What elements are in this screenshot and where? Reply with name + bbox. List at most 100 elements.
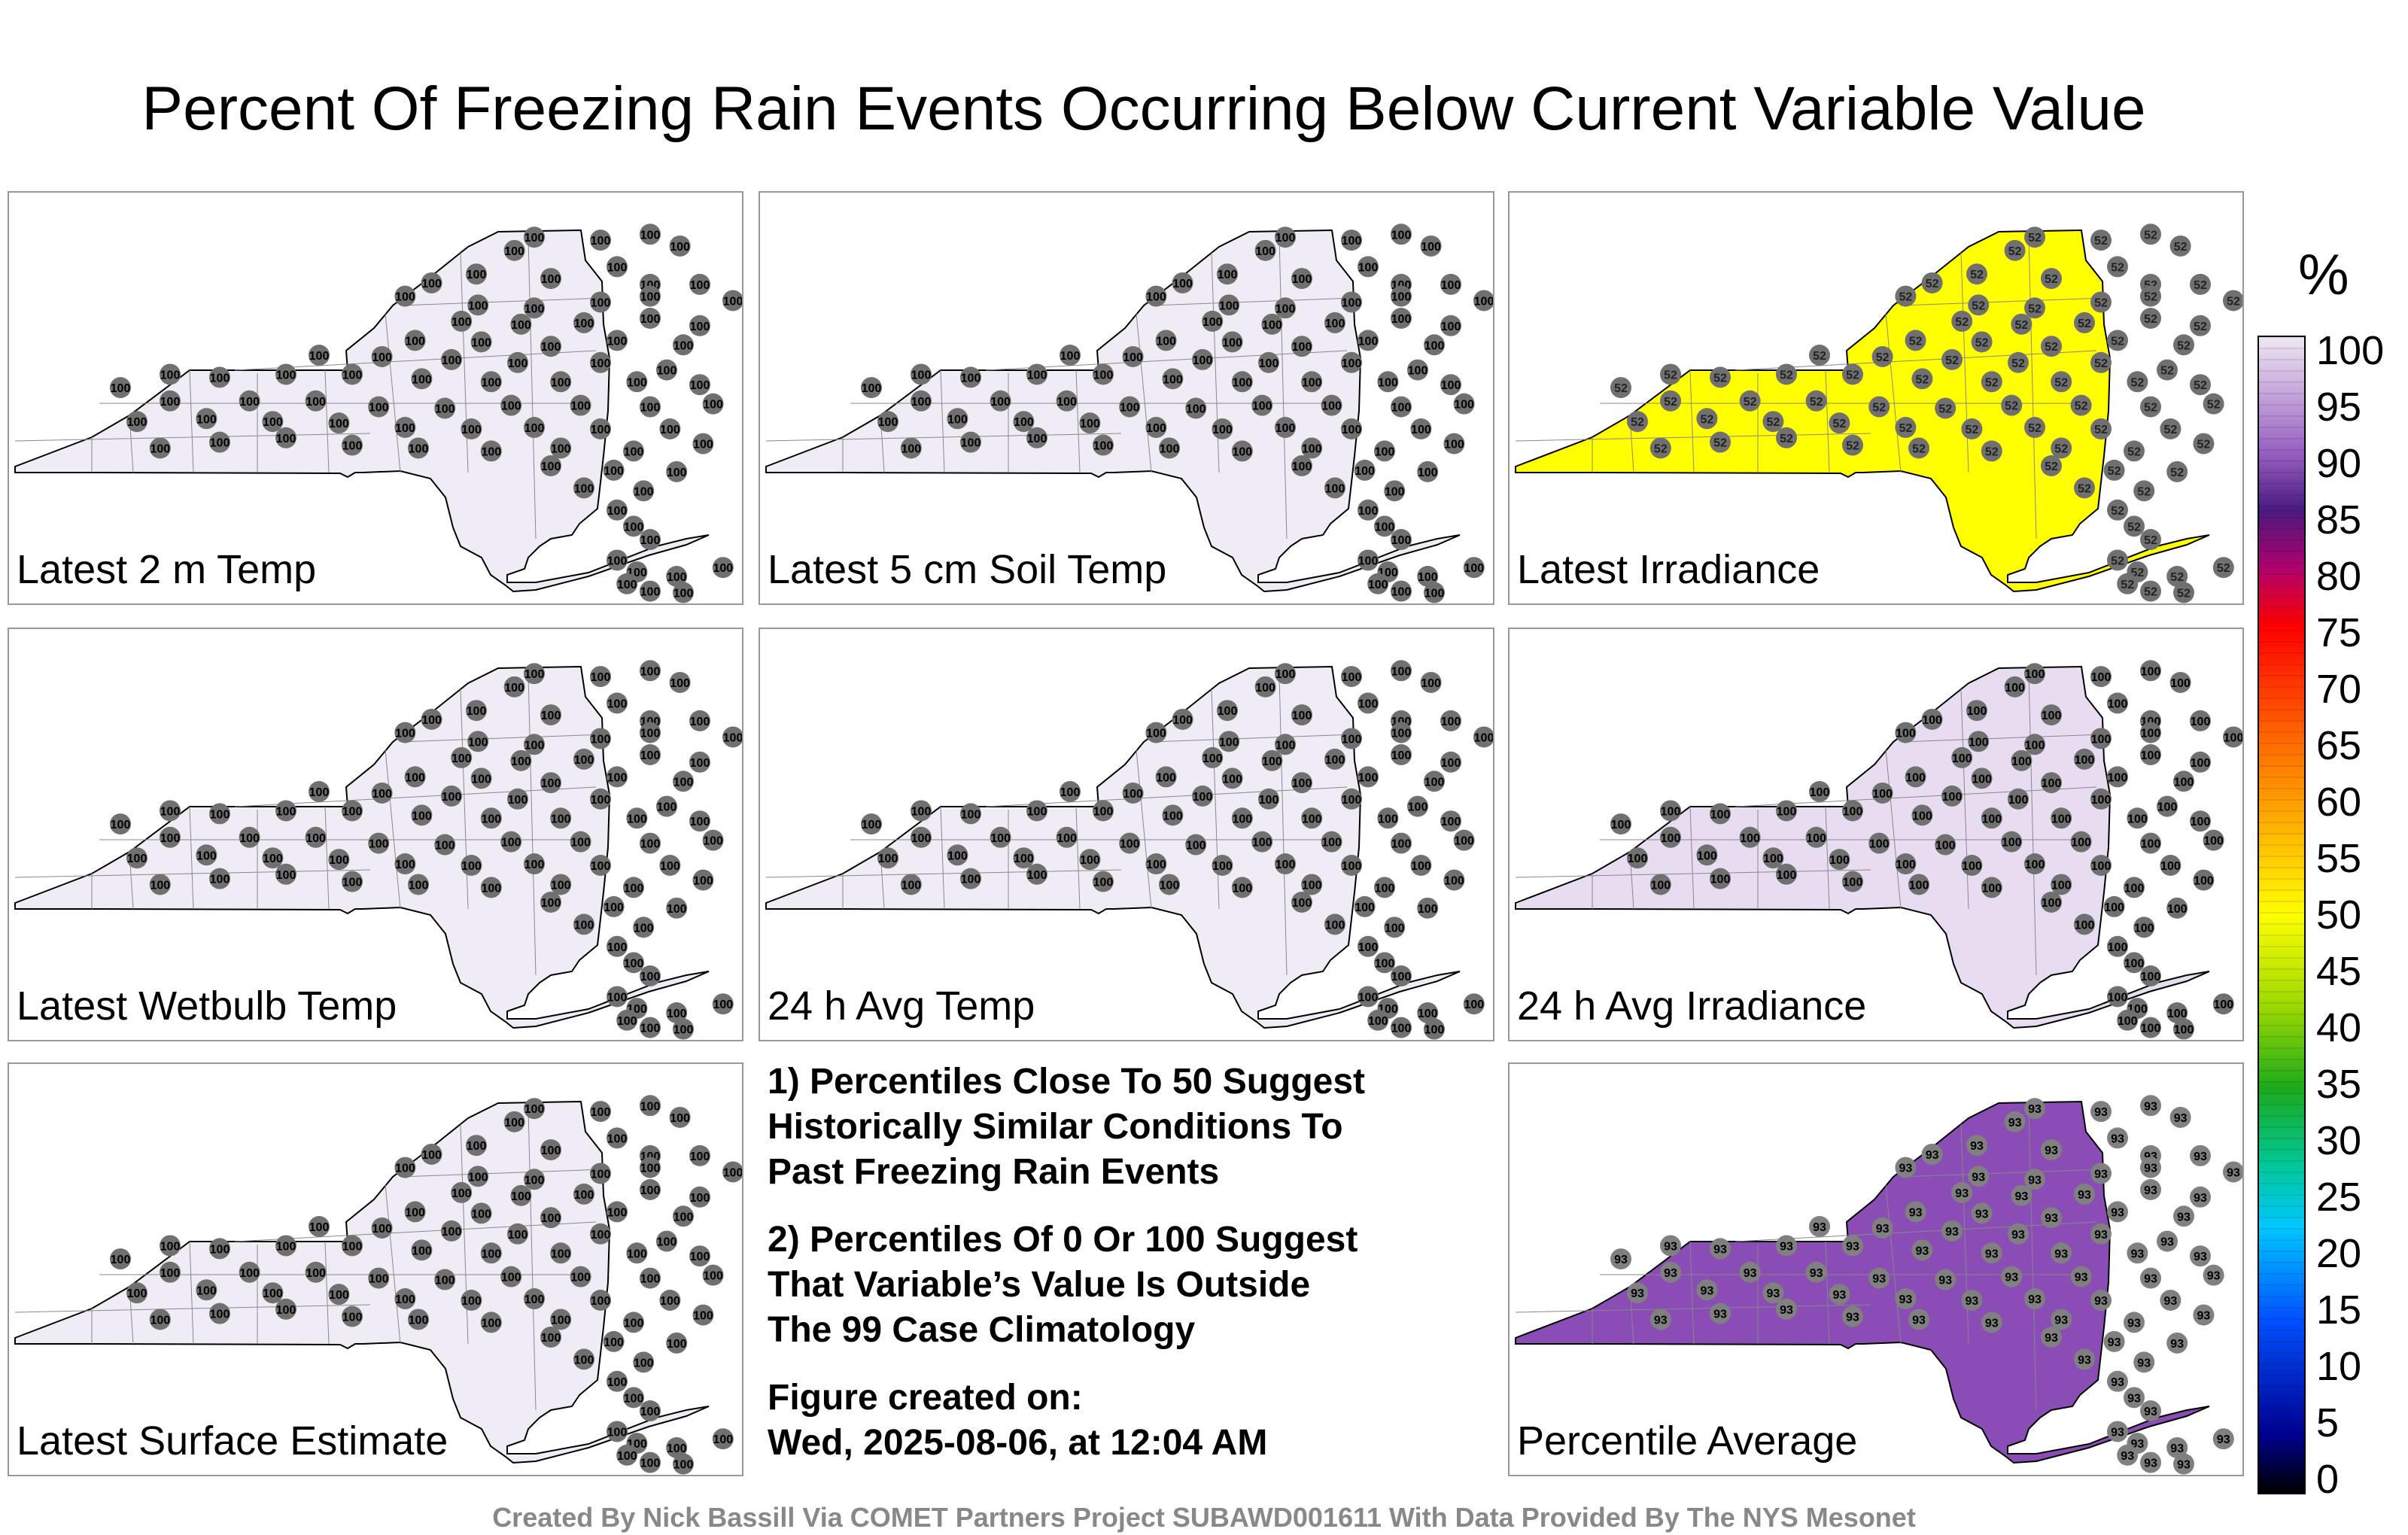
station-marker (394, 722, 416, 743)
station-value: 100 (1193, 791, 1213, 804)
station-marker (1119, 396, 1141, 418)
station-value: 100 (690, 279, 710, 292)
station-marker (1060, 781, 1081, 802)
station-marker (1384, 480, 1406, 502)
station-marker (2090, 855, 2112, 876)
station-marker (1420, 671, 1442, 693)
station-value: 100 (660, 860, 680, 873)
station-marker (2203, 1264, 2224, 1286)
station-value: 52 (2008, 245, 2022, 258)
station-marker (689, 710, 710, 731)
station-value: 93 (2094, 1106, 2108, 1119)
station-value: 100 (1444, 439, 1464, 451)
note-2: 2) Percentiles Of 0 Or 100 Suggest That … (768, 1220, 1358, 1350)
station-value: 100 (703, 399, 723, 412)
station-value: 100 (901, 879, 921, 892)
station-value: 100 (481, 376, 501, 389)
station-marker (900, 874, 922, 895)
station-value: 100 (878, 416, 898, 429)
station-value: 100 (690, 816, 710, 828)
station-marker (573, 913, 594, 935)
station-marker (441, 1220, 462, 1242)
station-marker (1145, 285, 1167, 307)
station-marker (2024, 853, 2045, 875)
station-marker (1868, 396, 1890, 418)
station-value: 93 (2144, 1273, 2157, 1286)
station-marker (1410, 418, 1432, 439)
station-value: 100 (911, 832, 932, 845)
station-marker (209, 431, 230, 453)
station-marker (1391, 223, 1412, 245)
station-marker (540, 772, 561, 794)
station-marker (434, 834, 456, 856)
station-value: 100 (524, 1103, 545, 1116)
station-value: 100 (961, 874, 981, 886)
station-value: 100 (541, 777, 561, 790)
station-value: 100 (1027, 433, 1047, 445)
station-marker (2107, 330, 2128, 351)
station-marker (1093, 363, 1114, 385)
station-marker (480, 440, 502, 462)
station-value: 100 (1259, 794, 1279, 807)
station-marker (408, 437, 429, 459)
station-marker (309, 781, 330, 802)
station-value: 100 (1424, 339, 1445, 352)
station-value: 100 (541, 897, 561, 910)
station-value: 100 (342, 1312, 363, 1324)
station-marker (1377, 371, 1399, 393)
station-value: 100 (1909, 879, 1929, 892)
station-value: 100 (471, 1208, 491, 1220)
station-value: 100 (640, 229, 661, 242)
station-marker (196, 408, 217, 430)
station-marker (1440, 810, 1461, 832)
station-marker (342, 871, 363, 892)
station-value: 52 (2094, 424, 2108, 436)
station-value: 100 (263, 416, 283, 429)
station-value: 100 (511, 1190, 531, 1203)
station-value: 100 (2141, 665, 2161, 678)
station-value: 100 (1163, 373, 1183, 386)
state-outline (765, 229, 1461, 593)
station-marker (2041, 892, 2062, 913)
station-value: 93 (1985, 1317, 1999, 1330)
station-marker (1440, 273, 1461, 295)
station-value: 100 (551, 879, 571, 892)
station-value: 100 (1628, 853, 1648, 865)
station-value: 100 (624, 445, 644, 458)
station-marker (623, 1312, 644, 1333)
station-marker (2190, 273, 2211, 295)
station-marker (616, 573, 638, 594)
colorbar-tick-label: 15 (2316, 1287, 2362, 1333)
station-value: 100 (1391, 229, 1412, 242)
station-value: 100 (607, 698, 628, 710)
station-value: 100 (1342, 235, 1362, 248)
station-value: 100 (1262, 319, 1282, 332)
station-marker (570, 831, 591, 853)
station-marker (590, 1163, 611, 1184)
station-marker (503, 676, 525, 698)
station-marker (573, 1183, 594, 1205)
station-marker (623, 440, 644, 462)
station-marker (1627, 411, 1648, 433)
station-marker (1056, 826, 1078, 848)
station-marker (1776, 863, 1797, 885)
station-marker (1391, 722, 1412, 743)
station-value: 100 (1027, 369, 1047, 381)
station-value: 100 (111, 1254, 131, 1266)
station-marker (861, 377, 882, 399)
station-marker (1367, 573, 1389, 594)
station-value: 93 (1938, 1275, 1952, 1287)
station-value: 100 (1981, 813, 2002, 825)
station-value: 100 (1922, 714, 1942, 727)
colorbar-tick-label: 10 (2316, 1344, 2362, 1389)
station-value: 100 (1292, 897, 1312, 910)
station-value: 100 (574, 1189, 594, 1202)
station-value: 100 (1391, 291, 1412, 304)
station-value: 100 (1302, 442, 1322, 455)
station-marker (590, 418, 611, 439)
station-marker (1776, 800, 1797, 822)
station-marker (2223, 290, 2242, 312)
station-value: 100 (451, 1187, 472, 1200)
